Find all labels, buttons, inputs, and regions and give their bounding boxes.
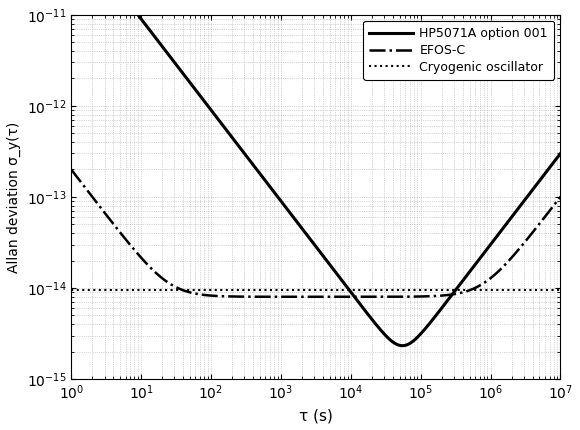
HP5071A option 001 xyxy=(548,163,554,169)
HP5071A option 001 xyxy=(255,170,262,175)
Cryogenic oscillator xyxy=(277,287,284,292)
Line: EFOS-C: EFOS-C xyxy=(71,169,560,297)
HP5071A option 001 xyxy=(124,0,130,3)
Cryogenic oscillator xyxy=(153,287,160,292)
Cryogenic oscillator xyxy=(557,287,564,292)
HP5071A option 001 xyxy=(557,151,564,156)
EFOS-C xyxy=(323,294,330,299)
EFOS-C xyxy=(557,194,564,200)
EFOS-C xyxy=(124,238,130,243)
EFOS-C xyxy=(68,167,75,172)
HP5071A option 001 xyxy=(399,343,406,348)
Cryogenic oscillator xyxy=(495,287,502,292)
EFOS-C xyxy=(277,294,284,299)
Cryogenic oscillator xyxy=(548,287,554,292)
Cryogenic oscillator xyxy=(124,287,130,292)
EFOS-C xyxy=(255,294,262,299)
EFOS-C xyxy=(495,269,502,274)
HP5071A option 001 xyxy=(153,36,160,41)
Cryogenic oscillator xyxy=(68,287,75,292)
X-axis label: τ (s): τ (s) xyxy=(299,408,333,423)
HP5071A option 001 xyxy=(277,197,284,203)
Line: HP5071A option 001: HP5071A option 001 xyxy=(71,0,560,346)
HP5071A option 001 xyxy=(495,232,502,237)
Y-axis label: Allan deviation σ_y(τ): Allan deviation σ_y(τ) xyxy=(7,121,21,273)
EFOS-C xyxy=(548,206,554,212)
Legend: HP5071A option 001, EFOS-C, Cryogenic oscillator: HP5071A option 001, EFOS-C, Cryogenic os… xyxy=(363,21,554,80)
EFOS-C xyxy=(153,270,160,276)
Cryogenic oscillator xyxy=(255,287,262,292)
